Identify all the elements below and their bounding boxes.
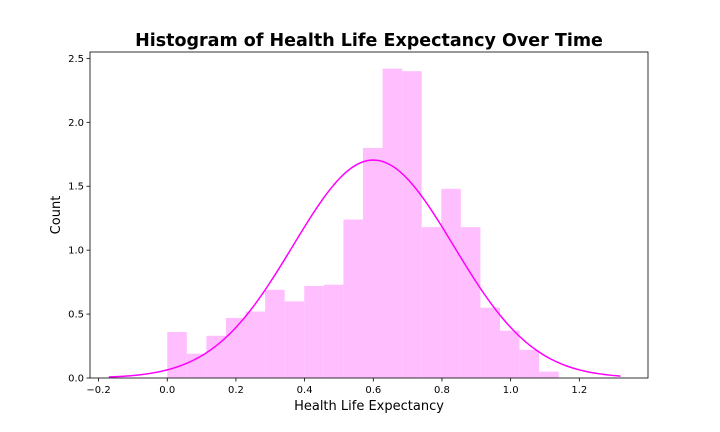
x-tick-label: 0.0 xyxy=(159,385,175,396)
histogram-bar xyxy=(539,371,559,378)
x-tick-label: 1.0 xyxy=(503,385,519,396)
histogram-bar xyxy=(441,188,461,378)
y-tick-label: 2.5 xyxy=(68,54,84,65)
histogram-bar xyxy=(519,349,540,378)
histogram-bar xyxy=(421,227,442,378)
x-tick-label: −0.2 xyxy=(86,385,110,396)
x-tick-label: 0.4 xyxy=(297,385,313,396)
plot-frame xyxy=(89,51,649,379)
histogram-bar xyxy=(167,331,187,378)
histogram-bar xyxy=(265,289,285,378)
y-tick-label: 0.0 xyxy=(68,374,84,385)
chart-title: Histogram of Health Life Expectancy Over… xyxy=(135,31,603,51)
histogram-bar xyxy=(343,219,363,378)
bars-layer xyxy=(167,68,559,379)
y-axis-label: Count xyxy=(49,196,64,235)
x-axis-label: Health Life Expectancy xyxy=(294,399,444,414)
histogram-bar xyxy=(186,353,207,378)
histogram-bar xyxy=(304,285,324,378)
x-tick-label: 0.2 xyxy=(228,385,244,396)
x-tick-label: 0.6 xyxy=(365,385,381,396)
y-tick-label: 1.0 xyxy=(68,246,84,257)
y-axis: 0.0 0.5 1.0 1.5 2.0 2.5 xyxy=(68,54,90,385)
histogram-bar xyxy=(284,301,305,378)
histogram-bar xyxy=(245,311,266,378)
y-tick-label: 1.5 xyxy=(68,182,84,193)
x-tick-label: 1.2 xyxy=(571,385,587,396)
histogram-bar xyxy=(402,71,422,379)
histogram-bar xyxy=(323,284,344,378)
histogram-bar xyxy=(480,307,501,378)
histogram-bar xyxy=(382,68,403,379)
histogram-bar xyxy=(206,335,226,378)
density-curve xyxy=(108,159,621,378)
curve-layer xyxy=(108,159,621,378)
histogram-bar xyxy=(500,330,520,378)
y-tick-label: 2.0 xyxy=(68,118,84,129)
histogram-bar xyxy=(362,147,383,378)
histogram-bar xyxy=(460,227,481,378)
y-tick-label: 0.5 xyxy=(68,310,84,321)
x-axis: −0.2 0.0 0.2 0.4 0.6 0.8 1.0 1.2 xyxy=(86,378,587,396)
x-tick-label: 0.8 xyxy=(434,385,450,396)
